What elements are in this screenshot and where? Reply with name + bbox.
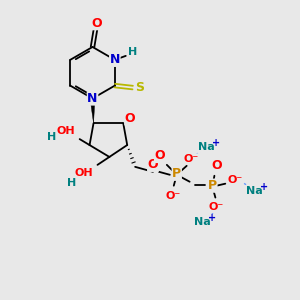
Text: H: H xyxy=(67,178,76,188)
Text: H: H xyxy=(47,132,56,142)
Text: H: H xyxy=(128,47,137,57)
Text: O⁻: O⁻ xyxy=(228,175,243,185)
Text: Na: Na xyxy=(194,217,211,227)
Text: +: + xyxy=(260,182,268,192)
Text: Na: Na xyxy=(198,142,215,152)
Polygon shape xyxy=(90,98,95,123)
Text: N: N xyxy=(110,53,120,66)
Text: +: + xyxy=(208,213,217,224)
Text: OH: OH xyxy=(56,126,75,136)
Text: O⁻: O⁻ xyxy=(165,190,180,201)
Text: O: O xyxy=(125,112,136,125)
Text: S: S xyxy=(135,81,144,94)
Text: O⁻: O⁻ xyxy=(209,202,224,212)
Text: N: N xyxy=(87,92,98,105)
Text: O: O xyxy=(154,149,165,162)
Text: Na: Na xyxy=(246,186,262,196)
Text: O: O xyxy=(91,17,102,30)
Text: +: + xyxy=(212,138,220,148)
Text: P: P xyxy=(208,179,217,192)
Text: O: O xyxy=(211,159,222,172)
Text: O⁻: O⁻ xyxy=(184,154,199,164)
Text: OH: OH xyxy=(74,168,93,178)
Text: P: P xyxy=(172,167,181,180)
Text: O: O xyxy=(148,158,158,171)
